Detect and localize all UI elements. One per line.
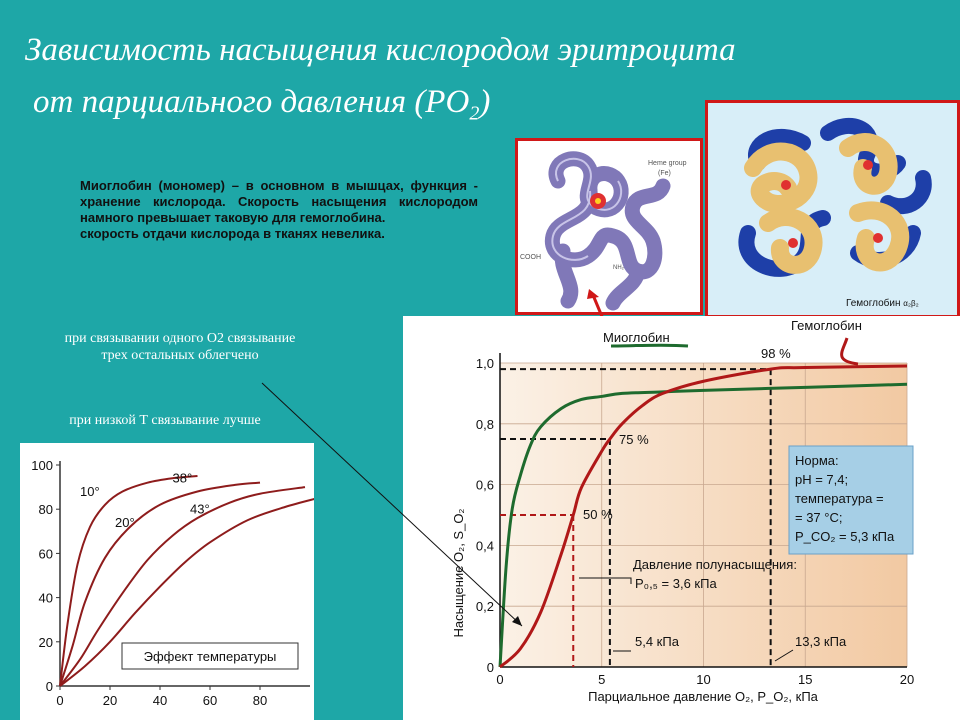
annotation-75: 75 % — [619, 432, 649, 447]
main-y-tick-label: 1,0 — [476, 356, 494, 371]
nh-label: NH₂ — [613, 265, 625, 271]
annotation-50: 50 % — [583, 507, 613, 522]
hemoglobin-image: Гемоглобин α₂β₂ — [705, 100, 960, 318]
main-y-tick-label: 0,2 — [476, 599, 494, 614]
temp-x-tick-label: 60 — [203, 693, 217, 708]
temp-y-tick-label: 80 — [39, 502, 53, 517]
norm-line-2: pH = 7,4; — [795, 472, 848, 487]
norm-line-3: температура = — [795, 491, 884, 506]
temp-y-tick-label: 40 — [39, 591, 53, 606]
hemoglobin-curve — [498, 364, 908, 669]
temp-curve — [59, 481, 261, 687]
temp-curve — [59, 475, 198, 687]
temp-y-tick-label: 60 — [39, 546, 53, 561]
pointer-arrow-icon — [587, 289, 605, 320]
temperature-note: при низкой Т связывание лучше — [69, 413, 261, 428]
main-x-tick-label: 15 — [798, 672, 812, 687]
page-title-line1: Зависимость насыщения кислородом эритроц… — [25, 32, 736, 68]
main-x-tick-label: 0 — [496, 672, 503, 687]
temp-series-label: 43° — [190, 502, 210, 517]
main-y-tick-label: 0,4 — [476, 538, 494, 553]
temp-y-tick-label: 100 — [31, 458, 53, 473]
temp-series-label: 10° — [80, 484, 100, 499]
myoglobin-image: Heme group (Fe) COOH NH₂ — [515, 138, 703, 315]
heme-group-icon — [590, 193, 606, 209]
temperature-chart-title: Эффект температуры — [144, 649, 277, 664]
half-saturation-title: Давление полунасыщения: — [633, 557, 797, 572]
main-y-tick-label: 0,6 — [476, 478, 494, 493]
temp-curve — [59, 486, 306, 687]
norm-line-5: P_CO₂ = 5,3 кПа — [795, 529, 895, 544]
myoglobin-structure-illustration: Heme group (Fe) COOH NH₂ — [520, 151, 687, 311]
dissociation-chart-svg: 0 0,2 0,4 0,6 0,8 1,0 0 5 10 15 20 Насыщение O₂, S… — [451, 318, 914, 704]
temp-x-tick-label: 40 — [153, 693, 167, 708]
temp-x-tick-label: 0 — [56, 693, 63, 708]
hemoglobin-series-label: Гемоглобин — [791, 318, 862, 333]
main-y-axis-label: Насыщение O₂, S_O₂ — [451, 509, 466, 638]
main-x-axis-label: Парциальное давление O₂, P_O₂, кПа — [588, 689, 819, 704]
temp-x-tick-label: 80 — [253, 693, 267, 708]
temp-series-label: 38° — [173, 471, 193, 486]
annotation-98: 98 % — [761, 346, 791, 361]
description-paragraph-2: скорость отдачи кислорода в тканях невел… — [80, 226, 385, 241]
norm-line-4: = 37 °C; — [795, 510, 842, 525]
half-saturation-value: P₀,₅ = 3,6 кПа — [635, 576, 717, 591]
cooh-label: COOH — [520, 254, 541, 261]
norm-line-1: Норма: — [795, 453, 839, 468]
description-paragraph-1: Миоглобин (мономер) – в основном в мышца… — [80, 178, 478, 225]
half-leader-line — [579, 577, 632, 584]
myoglobin-leader-line — [610, 343, 689, 348]
annotation-5-4-kpa: 5,4 кПа — [635, 634, 680, 649]
main-x-tick-label: 10 — [696, 672, 710, 687]
main-x-tick-label: 20 — [900, 672, 914, 687]
fe-label: (Fe) — [658, 170, 671, 177]
temperature-chart: 0 20 40 60 80 100 0 20 40 60 80 10° 20° 38° 43° Эффек… — [20, 443, 314, 720]
temp-x-tick-label: 20 — [103, 693, 117, 708]
temp-series-label: 20° — [115, 515, 135, 530]
page-title-line2: от парциального давления (PO2) — [33, 84, 491, 125]
kpa133-leader-line — [774, 649, 794, 662]
svg-text:Норма: pH = 7,4;: Норма: pH = 7,4; температура = = 37 °C; … — [795, 453, 895, 544]
temp-y-tick-label: 20 — [39, 635, 53, 650]
norm-info-box: Норма: pH = 7,4; температура = = 37 °C; … — [788, 445, 914, 555]
annotation-13-3-kpa: 13,3 кПа — [795, 634, 847, 649]
hemoglobin-caption: Гемоглобин α₂β₂ — [846, 297, 919, 309]
temp-y-tick-label: 0 — [46, 679, 53, 694]
temperature-caption-box — [121, 642, 299, 670]
heme-group-label: Heme group — [648, 160, 687, 167]
main-y-tick-label: 0 — [487, 660, 494, 675]
temperature-chart-svg: 0 20 40 60 80 100 0 20 40 60 80 10° 20° 38° 43° Эффек… — [31, 458, 314, 708]
hemoglobin-leader-line — [840, 337, 859, 366]
main-y-tick-label: 0,8 — [476, 417, 494, 432]
main-x-tick-label: 5 — [598, 672, 605, 687]
myoglobin-series-label: Миоглобин — [603, 330, 670, 345]
binding-note: при связывании одного О2 связывание трех… — [64, 331, 296, 363]
myoglobin-description: Миоглобин (мономер) – в основном в мышца… — [80, 178, 478, 242]
dissociation-chart: 0 0,2 0,4 0,6 0,8 1,0 0 5 10 15 20 Насыщение O₂, S… — [403, 316, 960, 720]
hemoglobin-structure-illustration: Гемоглобин α₂β₂ — [738, 117, 932, 309]
